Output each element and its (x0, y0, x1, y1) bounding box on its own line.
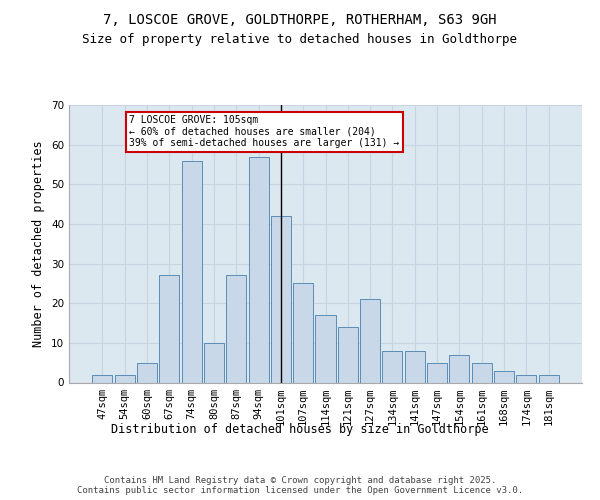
Bar (338, 327, 358, 382)
Bar (539, 374, 559, 382)
Bar (405, 351, 425, 382)
Bar (204, 343, 224, 382)
Bar (182, 160, 202, 382)
Text: 7 LOSCOE GROVE: 105sqm
← 60% of detached houses are smaller (204)
39% of semi-de: 7 LOSCOE GROVE: 105sqm ← 60% of detached… (129, 115, 400, 148)
Bar (516, 374, 536, 382)
Text: 7, LOSCOE GROVE, GOLDTHORPE, ROTHERHAM, S63 9GH: 7, LOSCOE GROVE, GOLDTHORPE, ROTHERHAM, … (103, 12, 497, 26)
Bar (271, 216, 291, 382)
Bar (427, 362, 447, 382)
Bar (137, 362, 157, 382)
Bar (316, 315, 335, 382)
Bar (494, 370, 514, 382)
Bar (159, 276, 179, 382)
Text: Distribution of detached houses by size in Goldthorpe: Distribution of detached houses by size … (111, 422, 489, 436)
Text: Size of property relative to detached houses in Goldthorpe: Size of property relative to detached ho… (83, 32, 517, 46)
Y-axis label: Number of detached properties: Number of detached properties (32, 140, 46, 347)
Text: Contains HM Land Registry data © Crown copyright and database right 2025.
Contai: Contains HM Land Registry data © Crown c… (77, 476, 523, 495)
Bar (382, 351, 403, 382)
Bar (360, 299, 380, 382)
Bar (248, 156, 269, 382)
Bar (226, 276, 246, 382)
Bar (115, 374, 135, 382)
Bar (293, 284, 313, 382)
Bar (472, 362, 492, 382)
Bar (92, 374, 112, 382)
Bar (449, 355, 469, 382)
